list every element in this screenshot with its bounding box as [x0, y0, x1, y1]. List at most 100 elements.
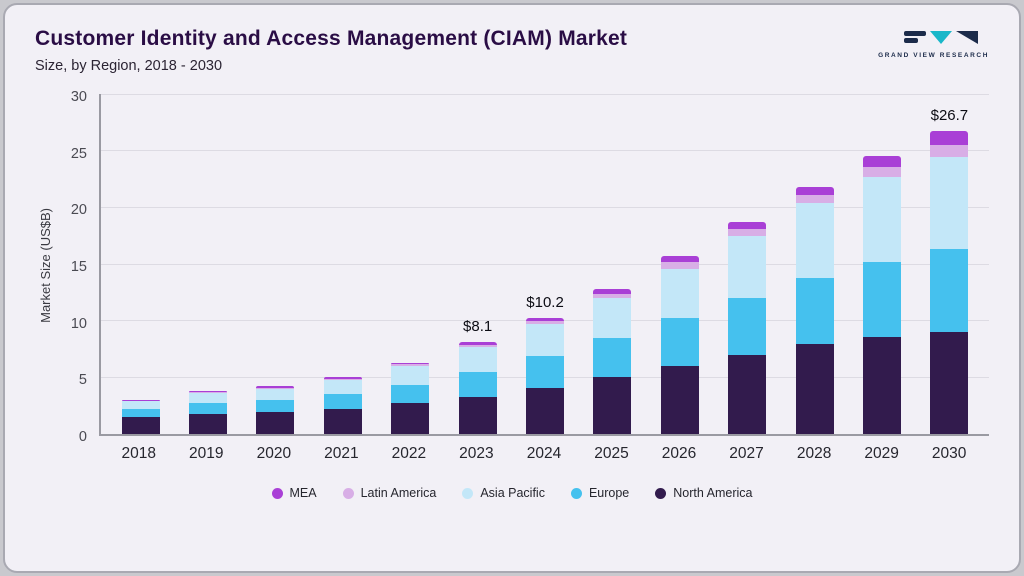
legend-swatch — [570, 487, 582, 499]
gridline — [101, 206, 989, 208]
bar-segment-asia-pacific — [189, 393, 228, 404]
bar-segment-mea — [458, 342, 497, 345]
gridline — [101, 263, 989, 265]
y-tick-label: 15 — [70, 259, 87, 275]
bar-segment-mea — [660, 256, 699, 263]
bar-segment-mea — [795, 186, 834, 195]
y-tick-label: 25 — [70, 145, 87, 162]
gridline — [101, 93, 989, 95]
bar-segment-europe — [660, 318, 699, 366]
bar-segment-europe — [458, 371, 497, 397]
bar-segment-asia-pacific — [862, 176, 901, 262]
bar-column-2023: $8.1 — [444, 94, 511, 434]
y-axis-title-col: Market Size (US$B) — [35, 94, 55, 436]
bar-segment-europe — [189, 403, 228, 414]
bar-segment-latin-america — [458, 344, 497, 347]
bar-segment-mea — [323, 377, 362, 379]
x-axis-label: 2024 — [526, 445, 562, 462]
bar-segment-asia-pacific — [391, 366, 430, 386]
title-block: Customer Identity and Access Management … — [35, 27, 627, 74]
bar-segment-europe — [323, 394, 362, 410]
bar-segment-mea — [930, 131, 969, 146]
bar-segment-europe — [862, 261, 901, 337]
bar-segment-asia-pacific — [458, 346, 497, 372]
x-axis-label: 2018 — [121, 445, 156, 462]
bar-column-2022 — [377, 94, 444, 434]
bar-segment-mea — [256, 386, 295, 388]
bar-segment-europe — [256, 400, 295, 413]
bar-segment-north-america — [256, 412, 295, 434]
y-axis-title: Market Size (US$B) — [37, 207, 53, 323]
header: Customer Identity and Access Management … — [35, 27, 989, 74]
bar-segment-latin-america — [930, 145, 969, 158]
bar-column-2019 — [174, 94, 241, 434]
x-axis-label: 2019 — [189, 445, 224, 462]
bar-column-2025 — [579, 94, 646, 434]
bar-segment-north-america — [526, 387, 565, 434]
bar-segment-europe — [728, 298, 767, 355]
bar-segment-latin-america — [660, 262, 699, 269]
bar-segment-latin-america — [256, 387, 295, 389]
gvr-logo-text: GRAND VIEW RESEARCH — [878, 52, 989, 59]
legend-swatch — [342, 487, 354, 499]
legend-label: Latin America — [360, 486, 437, 500]
x-axis-labels: 2018 2019 2020 2021 2022 2023 2024 2025 2026 2027… — [99, 445, 989, 470]
legend-label: Asia Pacific — [480, 486, 545, 500]
page-title: Customer Identity and Access Management … — [35, 27, 628, 50]
bar-column-2028 — [781, 94, 848, 434]
y-tick-label: 20 — [70, 202, 87, 219]
bar-segment-latin-america — [121, 400, 160, 402]
bar-segment-asia-pacific — [121, 401, 160, 410]
x-axis-label: 2026 — [661, 445, 697, 462]
bar-segment-north-america — [728, 354, 767, 434]
x-axis-label: 2020 — [256, 445, 292, 462]
bar-stack — [593, 288, 632, 434]
bar-value-label: $10.2 — [526, 294, 564, 312]
bar-segment-latin-america — [391, 364, 430, 367]
bar-segment-asia-pacific — [526, 324, 565, 356]
bar-segment-north-america — [930, 332, 969, 434]
x-axis-label: 2029 — [864, 445, 899, 462]
legend-swatch — [655, 487, 667, 499]
bar-segment-mea — [862, 156, 901, 167]
bar-segment-europe — [930, 249, 969, 332]
bar-segment-europe — [391, 385, 430, 404]
y-tick-label: 5 — [78, 372, 87, 389]
y-tick-label: 0 — [78, 429, 87, 445]
page-subtitle: Size, by Region, 2018 - 2030 — [35, 58, 223, 74]
legend-swatch — [271, 487, 283, 499]
bar-segment-europe — [593, 337, 632, 378]
bar-segment-north-america — [323, 409, 362, 434]
x-axis-label: 2028 — [796, 445, 832, 462]
bar-segment-mea — [391, 362, 430, 365]
bar-segment-asia-pacific — [795, 202, 834, 278]
bar-segment-mea — [728, 222, 767, 229]
bar-segment-latin-america — [795, 194, 834, 203]
bar-column-2026 — [646, 94, 713, 434]
x-axis-label: 2025 — [594, 445, 629, 462]
x-axis-label: 2023 — [459, 445, 494, 462]
bar-segment-north-america — [795, 344, 834, 434]
legend-item-north-america: North America — [655, 486, 752, 500]
bar-segment-latin-america — [189, 392, 228, 394]
bar-segment-asia-pacific — [323, 379, 362, 395]
legend-item-mea: MEA — [271, 486, 317, 500]
bar-segment-latin-america — [862, 166, 901, 177]
bar-segment-asia-pacific — [256, 388, 295, 401]
legend-item-latin-america: Latin America — [342, 486, 437, 500]
bar-segment-latin-america — [593, 293, 632, 299]
x-axis-label: 2021 — [324, 445, 359, 462]
legend-label: Europe — [588, 486, 630, 500]
bar-segment-north-america — [189, 413, 228, 434]
bar-stack — [795, 186, 834, 434]
bar-segment-asia-pacific — [930, 157, 969, 250]
chart: Market Size (US$B) 0 5 10 15 20 25 30 $8.1 $10.… — [35, 89, 989, 470]
bar-column-2027 — [714, 94, 781, 434]
bar-column-2018 — [107, 94, 174, 434]
legend-label: MEA — [289, 486, 317, 500]
bar-segment-north-america — [862, 336, 901, 434]
x-axis-label: 2027 — [729, 445, 764, 462]
gvr-logo-icon — [903, 31, 978, 44]
bar-segment-north-america — [458, 396, 497, 434]
bar-stack — [526, 318, 565, 434]
